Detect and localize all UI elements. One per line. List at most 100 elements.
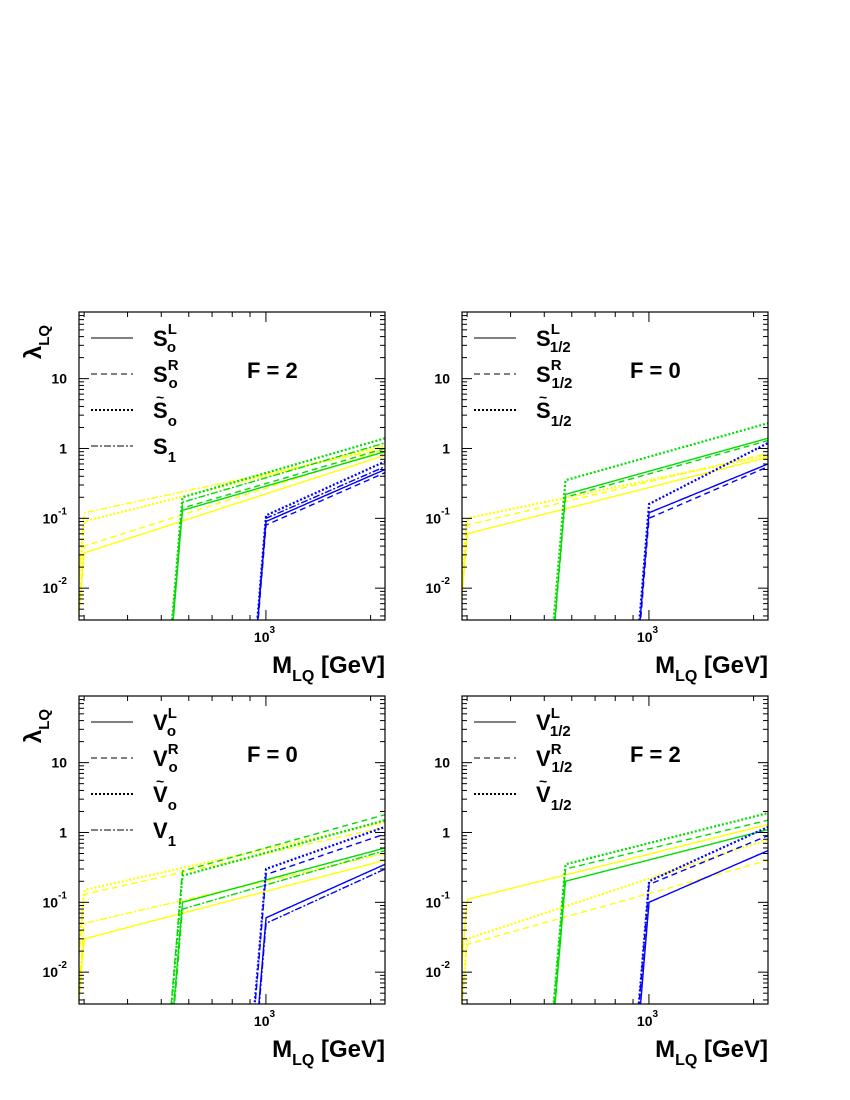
y-axis-title: λLQ	[20, 709, 53, 744]
series-line-green-dashdot	[171, 442, 385, 620]
y-tick-label: 10	[434, 371, 450, 387]
legend-label: Vo	[153, 782, 177, 814]
panel-4: 10-2 10-1 1 10 103 MLQ [GeV] F = 2 VL 1/2VR 1/2 V1…	[426, 695, 769, 1069]
series-line-green-dotted	[552, 811, 768, 1004]
y-tick-label: 10-1	[43, 506, 68, 526]
series-line-yellow-solid	[462, 823, 768, 962]
series-line-green-solid	[173, 847, 385, 1004]
y-axis-title: λLQ	[20, 325, 53, 360]
x-axis-title: MLQ [GeV]	[272, 652, 385, 685]
legend-label: V1/2	[536, 782, 572, 814]
series-line-yellow-dashed	[79, 449, 385, 609]
series-line-blue-dashdot	[258, 868, 385, 1004]
series-line-blue-dotted	[253, 825, 385, 1004]
series-line-yellow-dotted	[462, 838, 768, 1002]
legend-label: So	[153, 398, 177, 430]
panel-title: F = 0	[247, 742, 298, 767]
series-line-green-dashed	[553, 819, 768, 1004]
y-tick-label: 1	[59, 824, 67, 840]
series-line-blue-dotted	[637, 825, 768, 1004]
y-tick-label: 1	[442, 824, 450, 840]
series-line-blue-dashed	[639, 465, 768, 620]
x-tick-label: 103	[637, 1009, 659, 1029]
legend-tilde: ~	[539, 389, 547, 405]
panel-2: 10-2 10-1 1 10 103 MLQ [GeV] F = 0 SL 1/2SR 1/2 S1…	[426, 311, 769, 685]
series-line-yellow-solid	[79, 454, 385, 616]
y-tick-label: 10	[51, 755, 67, 771]
series-group	[79, 437, 385, 620]
series-line-green-solid	[554, 828, 768, 1004]
y-tick-label: 10-1	[426, 890, 451, 910]
series-line-blue-solid	[639, 849, 768, 1004]
panel-title: F = 0	[630, 358, 681, 383]
legend-tilde: ~	[539, 773, 547, 789]
series-line-yellow-dashed	[462, 452, 768, 588]
series-line-green-solid	[172, 451, 385, 620]
plot-frame	[461, 695, 769, 1005]
legend-label: SR 1/2	[536, 357, 572, 392]
series-line-blue-solid	[257, 468, 385, 620]
series-line-blue-solid	[639, 463, 768, 620]
series-line-green-dashdot	[173, 849, 385, 1004]
y-tick-label: 10	[434, 755, 450, 771]
series-line-blue-solid	[258, 863, 385, 1004]
legend-label: VR o	[153, 741, 179, 776]
y-tick-label: 10-2	[43, 960, 68, 980]
legend-label: S1/2	[536, 398, 572, 430]
series-line-yellow-dotted	[462, 454, 768, 581]
panel-title: F = 2	[247, 358, 298, 383]
x-tick-label: 103	[637, 625, 659, 645]
series-group	[462, 811, 768, 1004]
panel-title: F = 2	[630, 742, 681, 767]
series-line-yellow-dotted	[79, 444, 385, 584]
series-line-yellow-dashed	[79, 826, 385, 957]
y-tick-label: 10-2	[426, 960, 451, 980]
legend-label: VL 1/2	[536, 705, 571, 740]
series-line-yellow-solid	[79, 859, 385, 1001]
panel-1: 10-2 10-1 1 10 103 MLQ [GeV] λLQ F = 2 SL oSR o So~…	[20, 311, 386, 685]
series-line-green-dotted	[552, 422, 768, 620]
x-axis-title: MLQ [GeV]	[655, 1036, 768, 1069]
legend-label: SL o	[153, 321, 177, 356]
y-tick-label: 1	[442, 440, 450, 456]
y-tick-label: 1	[59, 440, 67, 456]
series-line-blue-dashed	[638, 835, 768, 1004]
x-tick-label: 103	[254, 1009, 276, 1029]
series-line-yellow-dashdot	[79, 852, 385, 986]
y-tick-label: 10-1	[426, 506, 451, 526]
x-tick-label: 103	[254, 625, 276, 645]
legend-label: V1	[153, 818, 176, 850]
legend-label: SL 1/2	[536, 321, 571, 356]
series-line-green-dashed	[172, 447, 385, 620]
panel-3: 10-2 10-1 1 10 103 MLQ [GeV] λLQ F = 0 VL oVR o Vo~…	[20, 695, 386, 1069]
legend-label: SR o	[153, 357, 179, 392]
x-axis-title: MLQ [GeV]	[655, 652, 768, 685]
series-line-green-dashed	[170, 814, 385, 1004]
series-line-green-solid	[554, 437, 768, 620]
y-tick-label: 10-2	[43, 576, 68, 596]
series-line-yellow-dashdot	[79, 447, 385, 575]
series-line-blue-dashdot	[256, 465, 385, 620]
series-line-green-dotted	[171, 437, 385, 620]
series-line-yellow-dotted	[79, 821, 385, 952]
series-line-blue-dotted	[638, 442, 768, 620]
legend-label: VR 1/2	[536, 741, 572, 776]
legend-tilde: ~	[156, 773, 164, 789]
series-group	[79, 814, 385, 1004]
series-line-green-dotted	[170, 819, 385, 1004]
series-line-green-dashed	[554, 439, 768, 620]
plot-frame	[78, 311, 386, 621]
legend-label: S1	[153, 434, 176, 466]
series-group	[462, 422, 768, 620]
x-axis-title: MLQ [GeV]	[272, 1036, 385, 1069]
series-line-blue-dotted	[256, 460, 385, 620]
legend-label: VL o	[153, 705, 177, 740]
series-line-yellow-dashed	[462, 859, 768, 1004]
y-tick-label: 10-1	[43, 890, 68, 910]
legend-tilde: ~	[156, 389, 164, 405]
y-tick-label: 10-2	[426, 576, 451, 596]
y-tick-label: 10	[51, 371, 67, 387]
series-line-yellow-solid	[462, 456, 768, 596]
series-line-blue-dashed	[254, 833, 385, 1004]
